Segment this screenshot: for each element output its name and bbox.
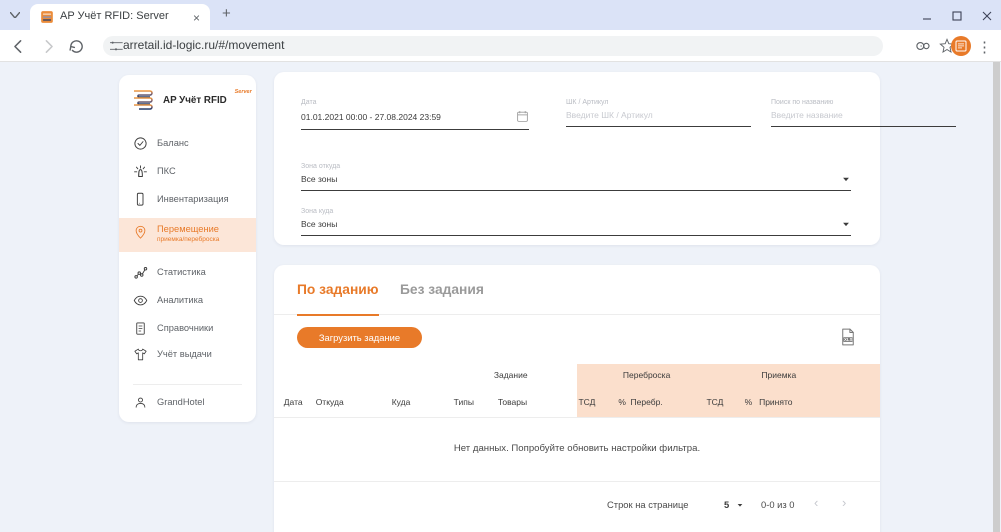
svg-text:XLS: XLS xyxy=(844,337,853,342)
